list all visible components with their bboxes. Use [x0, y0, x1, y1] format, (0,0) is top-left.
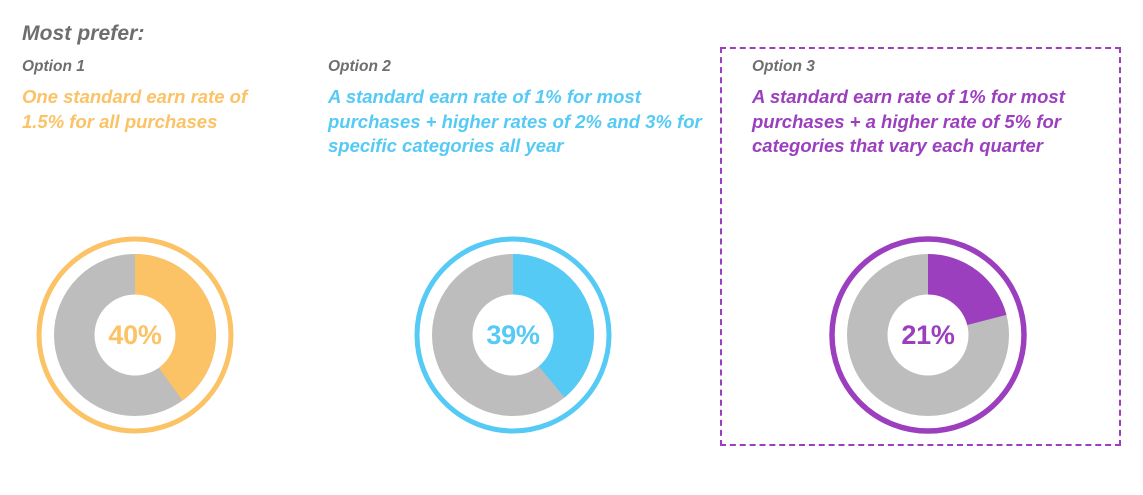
option-label-3: Option 3 — [752, 58, 815, 75]
option-column-2: Option 2 A standard earn rate of 1% for … — [328, 58, 706, 159]
donut-svg-2 — [414, 236, 612, 434]
option-label-1: Option 1 — [22, 58, 85, 75]
donut-chart-option-2: 39% — [414, 236, 612, 434]
option-description-1: One standard earn rate of 1.5% for all p… — [22, 86, 248, 132]
donut-value-arc-1 — [54, 254, 216, 416]
option3-highlight-box — [720, 47, 1121, 446]
donut-outer-ring-2 — [414, 236, 612, 434]
donut-chart-option-1: 40% — [36, 236, 234, 434]
donut-hole-2 — [472, 294, 554, 376]
donut-outer-ring-1 — [36, 236, 234, 434]
donut-value-arc-3 — [847, 254, 1009, 416]
option-column-1: Option 1 One standard earn rate of 1.5% … — [22, 58, 272, 134]
option-description-2: A standard earn rate of 1% for most purc… — [328, 86, 702, 157]
option-column-3: Option 3 A standard earn rate of 1% for … — [752, 58, 1124, 159]
option-description-3: A standard earn rate of 1% for most purc… — [752, 86, 1065, 157]
donut-outer-ring-3 — [829, 236, 1027, 434]
option-label-2: Option 2 — [328, 58, 391, 75]
donut-hole-3 — [887, 294, 969, 376]
donut-value-arc-2 — [432, 254, 594, 416]
donut-svg-3 — [829, 236, 1027, 434]
donut-svg-1 — [36, 236, 234, 434]
page-title: Most prefer: — [22, 22, 145, 45]
donut-chart-option-3: 21% — [829, 236, 1027, 434]
donut-hole-1 — [94, 294, 176, 376]
